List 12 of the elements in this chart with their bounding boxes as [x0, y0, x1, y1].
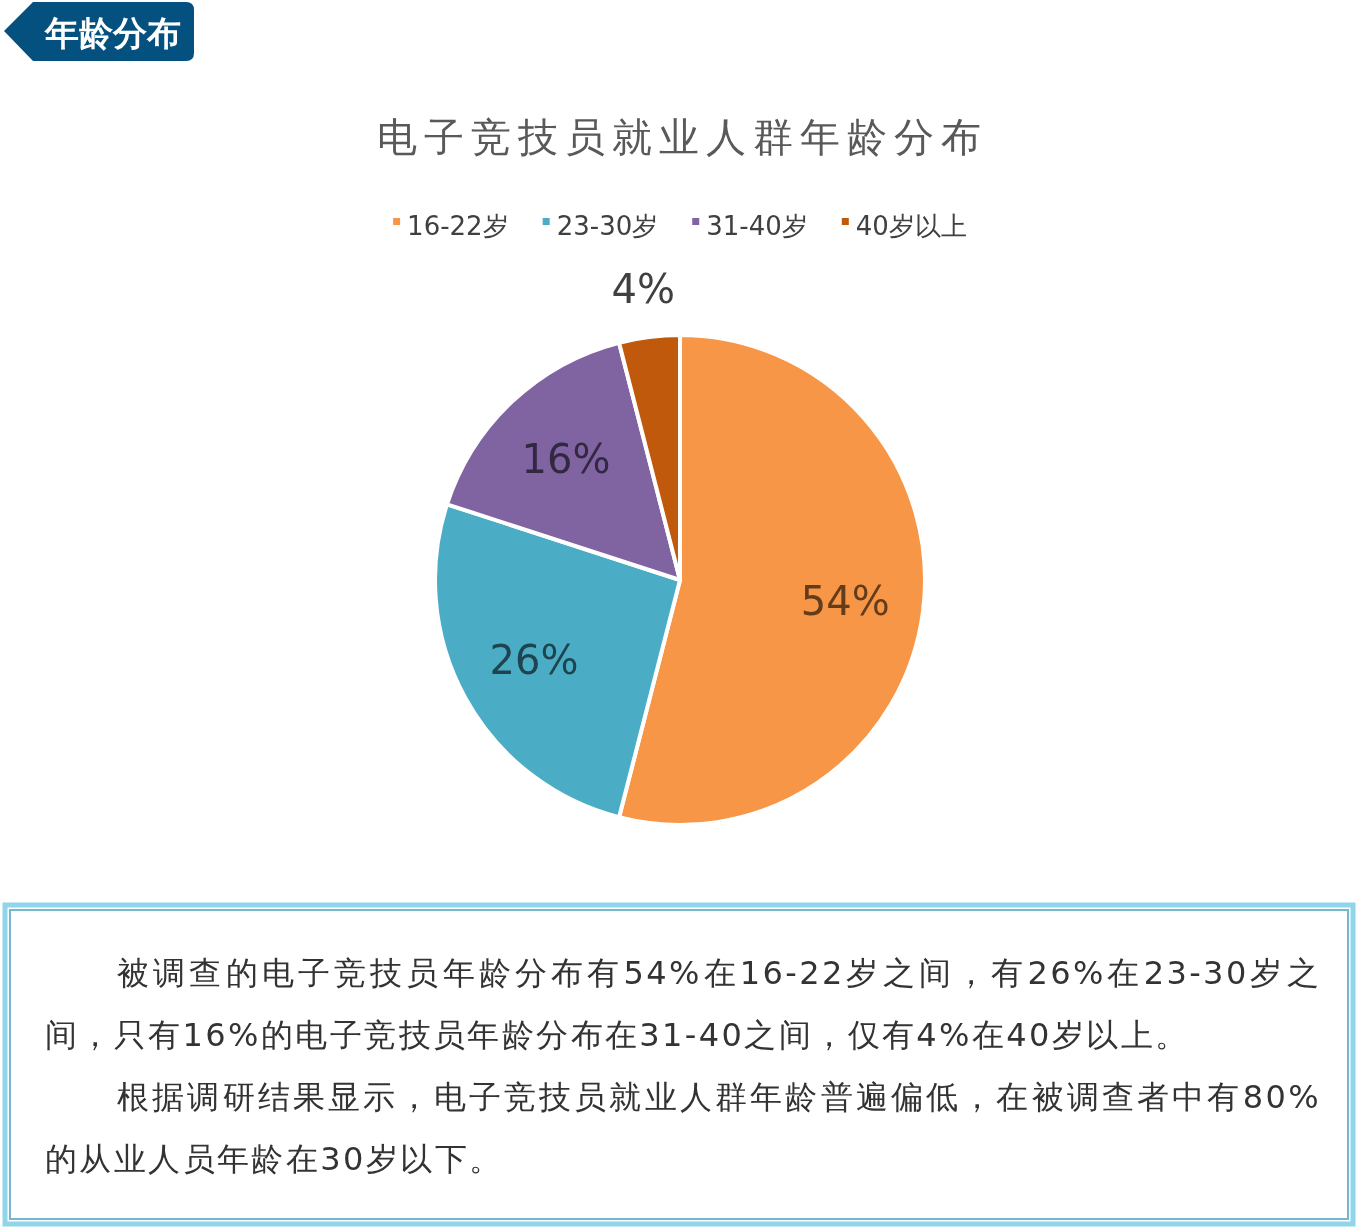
data-label: 4% [611, 266, 676, 313]
legend-label: 16-22岁 [407, 211, 509, 241]
section-tab: 年龄分布 [4, 2, 194, 61]
data-label: 54% [800, 577, 890, 624]
text: 根据调研结果显示，电子竞技员就业人群年龄普遍偏低，在被调查者中有80%的从业人员年龄在30岁以下。 [45, 1077, 1321, 1180]
legend-label: 31-40岁 [706, 211, 808, 241]
legend-label: 40岁以上 [855, 211, 967, 241]
data-label: 26% [489, 637, 579, 684]
chart-title: 电子竞技员就业人群年龄分布 [376, 114, 988, 160]
data-label: 16% [521, 435, 611, 482]
legend-label: 23-30岁 [556, 211, 659, 241]
text: 被调查的电子竞技员年龄分布有54%在16-22岁之间，有26%在23-30岁之间，只有16%的电子竞技员年龄分布在31-40之间，仅有4%在40岁以上。 [45, 953, 1321, 1056]
